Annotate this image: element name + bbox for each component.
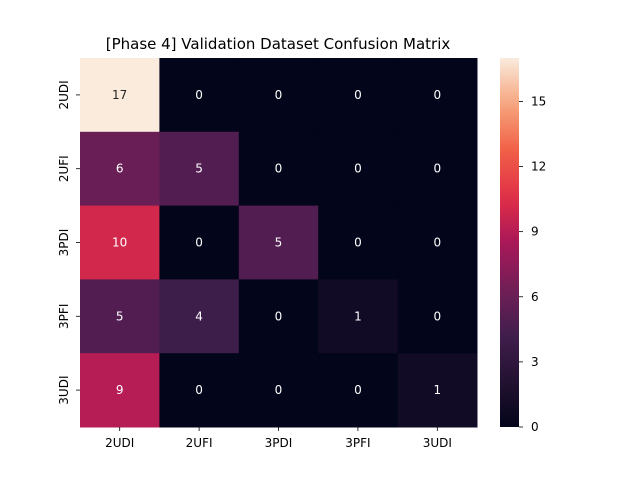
x-tick-label: 2UDI (105, 436, 134, 450)
cell-value-label: 0 (433, 162, 441, 176)
heatmap-cell (318, 58, 399, 133)
cell-value-label: 0 (275, 309, 283, 323)
cell-value-label: 0 (275, 88, 283, 102)
heatmap-cell (80, 279, 160, 354)
cell-value-label: 0 (433, 309, 441, 323)
x-tick-label: 3UDI (423, 436, 452, 450)
cell-value-label: 0 (275, 162, 283, 176)
heatmap-cells: 17 0 0 0 06 5 0 0 010 0 5 0 05 4 0 1 09 0 0 0 1 (80, 58, 478, 428)
x-tick-label: 3PFI (345, 436, 370, 450)
heatmap-cell (397, 353, 478, 428)
heatmap-cell (238, 205, 319, 280)
cell-value-label: 0 (354, 383, 362, 397)
cell-value-label: 10 (112, 236, 127, 250)
heatmap-cell (238, 58, 319, 133)
y-tick-label: 3UDI (57, 375, 71, 404)
cell-value-label: 1 (354, 309, 362, 323)
colorbar-tick-label: 9 (531, 225, 539, 239)
x-tick-label: 3PDI (265, 436, 293, 450)
cell-value-label: 0 (433, 88, 441, 102)
y-tick-label: 3PDI (57, 229, 71, 257)
heatmap-cell (159, 279, 240, 354)
heatmap-cell (159, 205, 240, 280)
heatmap-cell (80, 205, 160, 280)
colorbar-tick-label: 3 (531, 355, 539, 369)
heatmap-cell (80, 353, 160, 428)
colorbar-tick-label: 15 (531, 94, 546, 108)
cell-value-label: 0 (195, 236, 203, 250)
heatmap-cell (80, 58, 160, 133)
cell-value-label: 0 (354, 88, 362, 102)
heatmap-cell (238, 353, 319, 428)
cell-value-label: 4 (195, 309, 203, 323)
y-axis: 2UDI 2UFI 3PDI 3PFI 3UDI (57, 80, 80, 405)
heatmap-cell (159, 353, 240, 428)
cell-value-label: 0 (195, 88, 203, 102)
colorbar-gradient (500, 58, 519, 427)
cell-value-label: 17 (112, 88, 127, 102)
cell-value-label: 0 (433, 236, 441, 250)
colorbar-tick-label: 6 (531, 290, 539, 304)
colorbar-tick-label: 0 (531, 420, 539, 434)
y-tick-label: 2UDI (57, 80, 71, 109)
heatmap-cell (318, 205, 399, 280)
heatmap-cell (318, 353, 399, 428)
heatmap-cell (238, 131, 319, 207)
cell-value-label: 5 (195, 162, 203, 176)
heatmap-cell (397, 131, 478, 207)
cell-value-label: 0 (354, 162, 362, 176)
cell-value-label: 0 (354, 236, 362, 250)
x-axis: 2UDI 2UFI 3PDI 3PFI 3UDI (105, 427, 452, 450)
heatmap-cell (80, 131, 160, 207)
heatmap-cell (159, 131, 240, 207)
cell-value-label: 9 (116, 383, 124, 397)
cell-value-label: 0 (195, 383, 203, 397)
cell-value-label: 5 (116, 309, 124, 323)
heatmap-cell (397, 279, 478, 354)
x-tick-label: 2UFI (186, 436, 213, 450)
heatmap-cell (397, 58, 478, 133)
colorbar: 0 3 6 9 12 15 (500, 58, 546, 434)
y-tick-label: 3PFI (57, 304, 71, 329)
cell-value-label: 5 (275, 236, 283, 250)
heatmap-cell (238, 279, 319, 354)
y-tick-label: 2UFI (57, 155, 71, 182)
cell-value-label: 0 (275, 383, 283, 397)
chart-title: [Phase 4] Validation Dataset Confusion M… (106, 35, 451, 53)
colorbar-tick-label: 12 (531, 160, 546, 174)
heatmap-cell (318, 279, 399, 354)
cell-value-label: 6 (116, 162, 124, 176)
heatmap-cell (159, 58, 240, 133)
cell-value-label: 1 (433, 383, 441, 397)
heatmap-cell (397, 205, 478, 280)
heatmap-cell (318, 131, 399, 207)
